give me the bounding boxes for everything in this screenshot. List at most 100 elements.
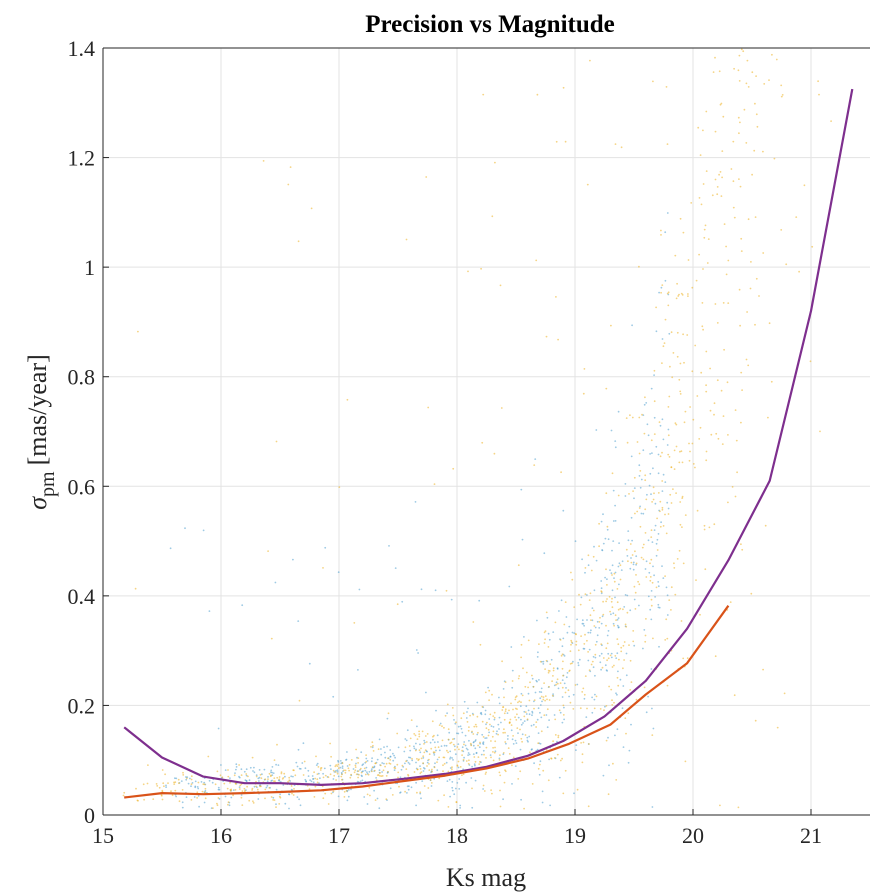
scatter-point (624, 717, 627, 720)
scatter-point (706, 262, 709, 264)
y-tick-label: 1.4 (68, 36, 96, 61)
scatter-point (712, 71, 715, 73)
scatter-point (660, 291, 662, 294)
scatter-point (617, 410, 620, 413)
scatter-point (552, 669, 555, 672)
scatter-point (415, 742, 417, 745)
scatter-point (438, 724, 441, 726)
scatter-point (640, 512, 643, 515)
scatter-point (562, 86, 565, 89)
scatter-point (648, 484, 651, 487)
scatter-point (488, 731, 490, 734)
scatter-point (137, 330, 139, 333)
scatter-point (564, 140, 567, 143)
scatter-point (308, 788, 311, 791)
scatter-point (349, 776, 352, 779)
scatter-point (364, 769, 367, 772)
scatter-point (633, 497, 635, 500)
scatter-point (322, 567, 324, 569)
scatter-point (675, 445, 678, 448)
scatter-point (350, 773, 352, 776)
scatter-point (803, 184, 806, 187)
scatter-point (255, 774, 258, 776)
scatter-point (705, 390, 708, 393)
scatter-point (441, 725, 443, 728)
x-tick-label: 16 (210, 823, 232, 848)
scatter-point (660, 234, 662, 236)
scatter-point (758, 295, 760, 297)
scatter-point (719, 804, 721, 807)
scatter-point (678, 549, 681, 552)
scatter-point (227, 775, 230, 778)
scatter-point (644, 474, 647, 477)
scatter-point (577, 649, 580, 652)
scatter-point (575, 633, 577, 636)
scatter-point (604, 705, 606, 708)
scatter-point (419, 765, 421, 767)
scatter-point (606, 528, 609, 531)
scatter-point (721, 176, 723, 179)
scatter-point (442, 764, 444, 767)
scatter-point (556, 668, 559, 670)
scatter-point (748, 0, 750, 1)
scatter-point (457, 732, 460, 735)
scatter-point (510, 646, 513, 648)
scatter-point (679, 393, 682, 395)
scatter-point (482, 743, 485, 746)
scatter-point (780, 95, 783, 98)
scatter-point (155, 783, 158, 785)
scatter-point (253, 785, 256, 788)
scatter-point (678, 293, 680, 296)
scatter-point (484, 773, 487, 775)
scatter-point (740, 250, 743, 253)
scatter-point (455, 721, 457, 724)
scatter-point (592, 666, 595, 669)
scatter-point (579, 603, 582, 606)
scatter-point (675, 423, 678, 426)
scatter-point (469, 714, 471, 717)
scatter-point (558, 776, 561, 779)
scatter-point (472, 713, 475, 716)
scatter-point (502, 798, 504, 801)
scatter-point (753, 149, 756, 152)
scatter-point (615, 779, 618, 781)
scatter-point (754, 102, 756, 105)
scatter-point (435, 709, 437, 712)
scatter-point (592, 609, 595, 612)
scatter-point (355, 762, 357, 765)
scatter-point (605, 600, 607, 603)
scatter-point (376, 797, 379, 800)
scatter-point (527, 686, 529, 689)
scatter-point (474, 760, 477, 763)
scatter-point (605, 647, 608, 650)
scatter-point (315, 755, 317, 758)
scatter-point (418, 758, 420, 761)
scatter-point (755, 277, 758, 280)
scatter-point (830, 120, 832, 122)
scatter-point (599, 708, 602, 710)
scatter-point (764, 524, 767, 527)
scatter-point (644, 568, 647, 570)
scatter-point (659, 455, 662, 458)
scatter-point (607, 736, 609, 739)
scatter-point (503, 696, 505, 699)
scatter-point (591, 696, 593, 699)
scatter-point (234, 789, 237, 791)
scatter-point (438, 756, 440, 759)
scatter-point (453, 793, 456, 796)
scatter-point (746, 311, 748, 313)
scatter-point (670, 466, 673, 468)
scatter-point (354, 766, 357, 768)
scatter-point (735, 33, 737, 35)
scatter-point (405, 739, 408, 742)
scatter-point (463, 700, 466, 703)
scatter-point (557, 687, 560, 690)
scatter-point (552, 631, 555, 633)
scatter-point (387, 757, 389, 760)
scatter-point (267, 550, 269, 552)
scatter-point (656, 549, 659, 551)
scatter-point (699, 154, 702, 157)
scatter-point (454, 722, 457, 725)
scatter-point (615, 619, 617, 621)
scatter-point (278, 778, 281, 781)
